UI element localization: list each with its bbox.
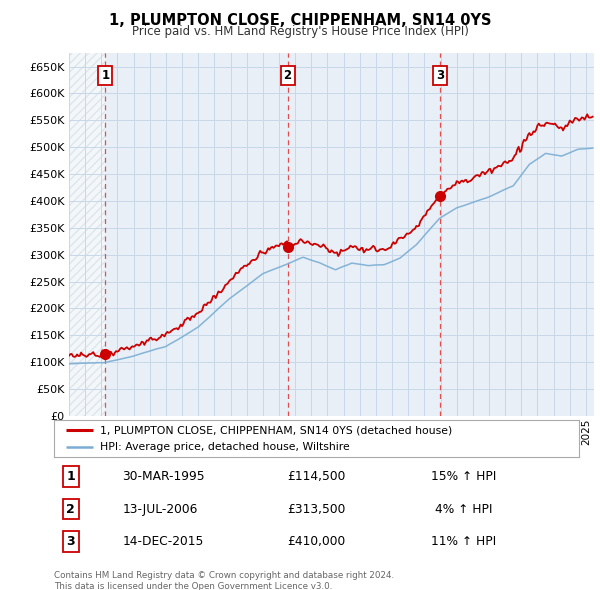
- Text: 15% ↑ HPI: 15% ↑ HPI: [431, 470, 496, 483]
- Text: 2: 2: [67, 503, 75, 516]
- Text: £410,000: £410,000: [287, 535, 346, 548]
- Text: 30-MAR-1995: 30-MAR-1995: [122, 470, 205, 483]
- Text: 3: 3: [67, 535, 75, 548]
- Text: Contains HM Land Registry data © Crown copyright and database right 2024.
This d: Contains HM Land Registry data © Crown c…: [54, 571, 394, 590]
- Text: 1, PLUMPTON CLOSE, CHIPPENHAM, SN14 0YS (detached house): 1, PLUMPTON CLOSE, CHIPPENHAM, SN14 0YS …: [100, 425, 452, 435]
- Text: 1: 1: [101, 70, 109, 83]
- Text: £313,500: £313,500: [287, 503, 346, 516]
- Text: 4% ↑ HPI: 4% ↑ HPI: [435, 503, 492, 516]
- Text: 3: 3: [436, 70, 444, 83]
- Text: 11% ↑ HPI: 11% ↑ HPI: [431, 535, 496, 548]
- Bar: [69, 53, 105, 416]
- Text: 1, PLUMPTON CLOSE, CHIPPENHAM, SN14 0YS: 1, PLUMPTON CLOSE, CHIPPENHAM, SN14 0YS: [109, 13, 491, 28]
- Text: Price paid vs. HM Land Registry's House Price Index (HPI): Price paid vs. HM Land Registry's House …: [131, 25, 469, 38]
- Text: 2: 2: [284, 70, 292, 83]
- Text: HPI: Average price, detached house, Wiltshire: HPI: Average price, detached house, Wilt…: [100, 442, 349, 452]
- Text: 14-DEC-2015: 14-DEC-2015: [122, 535, 203, 548]
- Text: 1: 1: [67, 470, 75, 483]
- Text: £114,500: £114,500: [287, 470, 346, 483]
- Text: 13-JUL-2006: 13-JUL-2006: [122, 503, 197, 516]
